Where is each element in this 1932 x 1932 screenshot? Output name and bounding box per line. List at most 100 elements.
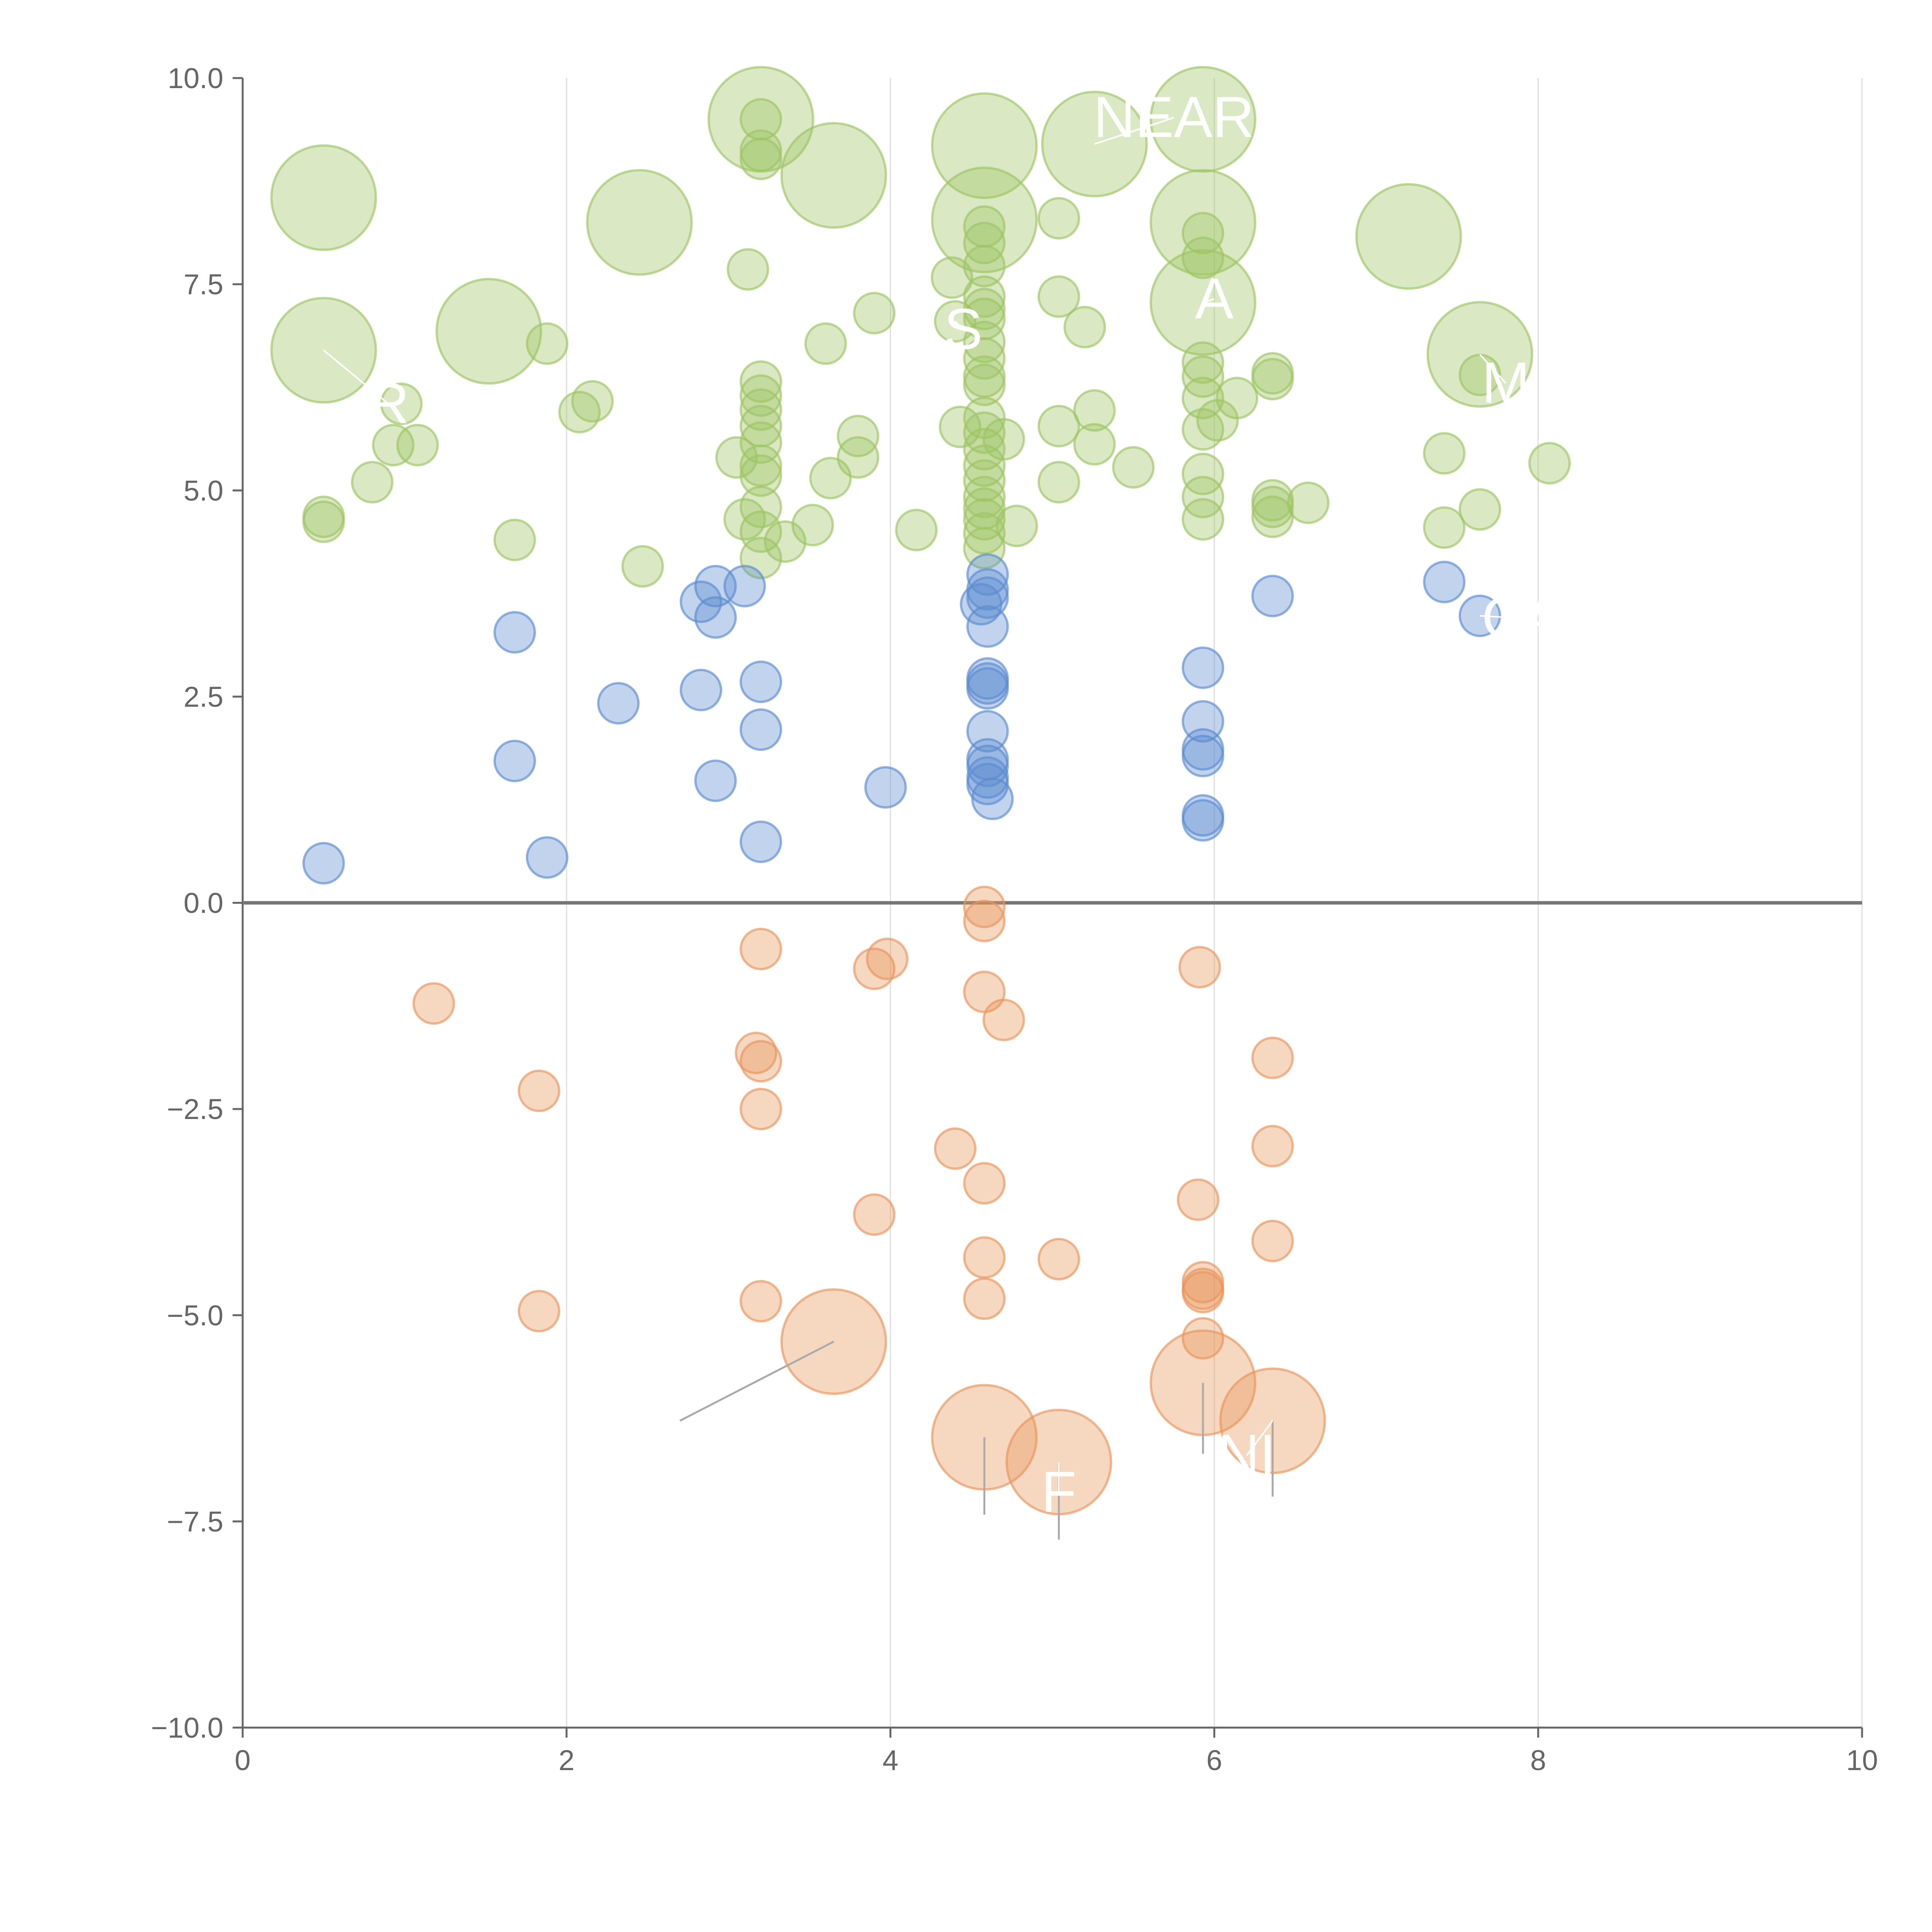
green-point xyxy=(740,485,782,528)
green-point xyxy=(1112,446,1155,489)
green-point xyxy=(963,221,1006,264)
point-label: F xyxy=(1041,1459,1077,1524)
green-point xyxy=(804,322,847,365)
x-tick-label: 2 xyxy=(559,1744,575,1776)
x-tick-label: 10 xyxy=(1846,1744,1878,1776)
orange-point xyxy=(740,1280,782,1323)
blue-point xyxy=(1182,799,1225,842)
green-point xyxy=(1182,212,1225,255)
green-point xyxy=(963,245,1006,287)
orange-point xyxy=(1182,1270,1225,1313)
x-tick-label: 0 xyxy=(235,1744,250,1776)
green-point xyxy=(740,138,782,180)
point-label: CA xyxy=(1482,585,1562,650)
blue-point xyxy=(680,668,723,711)
orange-point xyxy=(412,982,455,1025)
green-point xyxy=(963,512,1006,555)
orange-point xyxy=(1251,1125,1294,1168)
point-label: NEAR xyxy=(1093,84,1254,149)
green-point xyxy=(837,415,879,457)
green-point xyxy=(715,436,758,479)
green-point xyxy=(1037,461,1080,503)
green-point xyxy=(1182,377,1225,420)
green-point xyxy=(1182,476,1225,519)
y-tick-label: 5.0 xyxy=(184,474,223,507)
green-point xyxy=(931,167,1038,274)
callout-connector xyxy=(954,321,964,330)
orange-point xyxy=(963,1277,1006,1320)
green-point xyxy=(1150,169,1257,276)
leader-lines-layer xyxy=(679,1340,1274,1540)
point-label: R xyxy=(367,371,409,435)
green-point xyxy=(1182,498,1225,541)
orange-point xyxy=(1037,1238,1080,1281)
green-point xyxy=(1037,197,1080,240)
orange-point xyxy=(1177,1178,1219,1221)
y-tick-label: −5.0 xyxy=(167,1299,223,1332)
green-point xyxy=(1182,341,1225,384)
blue-point xyxy=(740,708,782,751)
green-point xyxy=(621,545,664,588)
green-point xyxy=(351,461,394,503)
orange-point xyxy=(853,1193,896,1236)
green-point xyxy=(837,436,879,479)
point-label: A xyxy=(1195,266,1234,331)
blue-point xyxy=(966,605,1009,648)
green-point xyxy=(939,405,981,448)
blue-point xyxy=(971,777,1014,820)
orange-point xyxy=(1182,1317,1225,1360)
green-point xyxy=(895,509,938,551)
blue-point xyxy=(966,745,1009,787)
orange-point xyxy=(740,1040,782,1083)
blue-point xyxy=(680,580,723,623)
green-point xyxy=(1251,358,1294,401)
green-point xyxy=(1251,485,1294,528)
green-point xyxy=(740,374,782,417)
blue-point xyxy=(966,763,1009,806)
orange-point xyxy=(1251,1219,1294,1262)
green-point xyxy=(853,292,896,335)
green-point xyxy=(1423,506,1466,549)
green-point xyxy=(380,383,423,425)
blue-point xyxy=(723,565,766,607)
green-point xyxy=(963,428,1006,471)
points-layer xyxy=(270,66,1571,1515)
orange-point xyxy=(963,900,1006,942)
blue-point xyxy=(694,596,737,639)
green-point xyxy=(526,322,568,365)
x-tick-label: 6 xyxy=(1206,1744,1222,1776)
green-point xyxy=(740,454,782,497)
blue-point xyxy=(966,576,1009,619)
orange-point xyxy=(963,886,1006,929)
blue-point xyxy=(864,766,907,809)
green-point xyxy=(791,503,834,546)
blue-point xyxy=(966,667,1009,710)
green-point xyxy=(1037,405,1080,447)
orange-point xyxy=(1251,1036,1294,1079)
callout-connector xyxy=(323,349,389,405)
orange-point xyxy=(934,1127,977,1170)
green-point xyxy=(1458,488,1501,531)
blue-point xyxy=(493,740,536,782)
y-tick-label: 0.0 xyxy=(184,887,223,919)
callout-connector xyxy=(1479,354,1507,384)
blue-point xyxy=(526,836,568,879)
x-tick-label: 4 xyxy=(883,1744,898,1776)
point-label: S xyxy=(944,296,983,361)
point-label: M xyxy=(1482,350,1530,415)
green-point xyxy=(571,380,614,423)
orange-point xyxy=(740,1088,782,1131)
orange-point xyxy=(517,1290,560,1333)
callout-connector xyxy=(1480,615,1522,619)
y-tick-label: −2.5 xyxy=(167,1093,223,1125)
blue-point xyxy=(1182,646,1225,689)
green-point xyxy=(270,144,377,251)
y-tick-label: 2.5 xyxy=(184,681,223,713)
callout-connector xyxy=(1094,117,1174,145)
orange-point xyxy=(963,1236,1006,1279)
green-point xyxy=(1037,275,1080,318)
green-point xyxy=(1182,236,1225,279)
green-point xyxy=(1073,423,1116,466)
